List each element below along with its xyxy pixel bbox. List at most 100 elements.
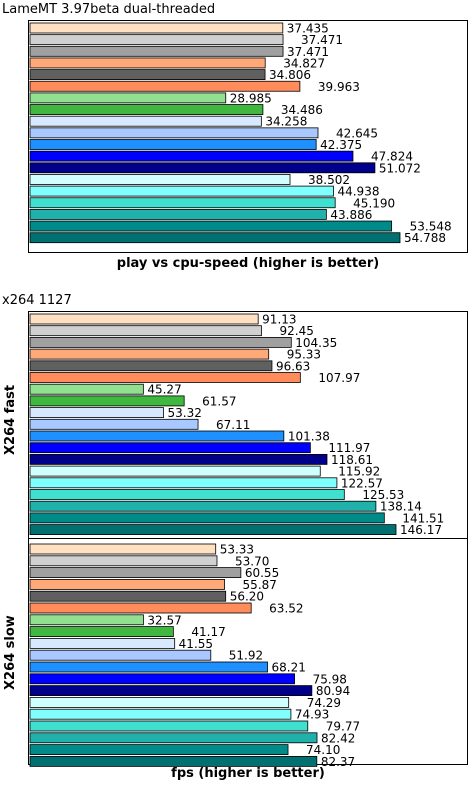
lame-value-label-6: 28.985	[230, 91, 272, 105]
lame-value-label-0: 37.435	[287, 22, 329, 36]
fast-bar-9	[29, 418, 199, 430]
fast-bar-15	[29, 489, 345, 500]
fast-value-label-15: 125.53	[362, 488, 404, 502]
lame-value-label-11: 47.824	[371, 150, 413, 164]
slow-value-label-12: 80.94	[316, 684, 350, 698]
fast-bar-17	[29, 512, 385, 524]
fast-bar-0	[29, 313, 259, 325]
fast-value-label-3: 95.33	[287, 348, 321, 362]
slow-value-label-7: 41.17	[191, 625, 225, 639]
slow-bar-3	[29, 579, 225, 590]
fast-value-label-0: 91.13	[262, 313, 296, 327]
fast-value-label-9: 67.11	[216, 418, 250, 432]
lame-bar-8	[29, 115, 262, 127]
slow-value-label-17: 74.10	[306, 743, 340, 757]
lame-value-label-14: 44.938	[337, 185, 379, 199]
lame-value-label-7: 34.486	[281, 103, 323, 117]
lame-bar-4	[29, 69, 266, 80]
lame-bar-6	[29, 92, 227, 104]
slow-bar-12	[29, 685, 313, 696]
fast-value-label-2: 104.35	[295, 336, 337, 350]
lame-bar-1	[29, 34, 284, 46]
slow-value-label-9: 51.92	[229, 649, 263, 663]
slow-bar-15	[29, 720, 309, 732]
slow-bar-17	[29, 744, 289, 755]
slow-bar-8	[29, 638, 176, 649]
lame-bar-10	[29, 139, 317, 150]
lame-bar-16	[29, 208, 327, 220]
fast-value-label-13: 115.92	[338, 465, 380, 479]
lame-chart-xlabel: play vs cpu-speed (higher is better)	[116, 256, 380, 271]
fast-bar-10	[29, 430, 285, 442]
slow-value-label-4: 56.20	[230, 590, 264, 604]
slow-bar-1	[29, 555, 218, 567]
lame-bar-17	[29, 220, 393, 232]
lame-value-label-17: 53.548	[410, 220, 452, 234]
slow-bar-18	[29, 756, 318, 767]
fast-value-label-1: 92.45	[279, 324, 313, 338]
lame-chart-title: LameMT 3.97beta dual-threaded	[2, 2, 216, 17]
slow-value-label-11: 75.98	[313, 672, 347, 686]
slow-value-label-16: 82.42	[321, 731, 355, 745]
fast-bar-8	[29, 407, 164, 419]
fast-value-label-12: 118.61	[331, 453, 373, 467]
slow-bar-2	[29, 567, 242, 578]
fast-bar-13	[29, 465, 321, 477]
fast-value-label-10: 101.38	[288, 430, 330, 444]
slow-value-label-15: 79.77	[326, 720, 360, 734]
fast-bar-5	[29, 372, 301, 383]
lame-bar-11	[29, 150, 354, 162]
slow-bar-13	[29, 697, 290, 708]
fast-value-label-4: 96.63	[276, 359, 310, 373]
fast-bar-2	[29, 336, 292, 348]
lame-value-label-10: 42.375	[320, 138, 362, 152]
slow-value-label-18: 82.37	[321, 755, 355, 769]
slow-bar-4	[29, 590, 227, 602]
slow-bar-10	[29, 661, 268, 673]
lame-value-label-1: 37.471	[301, 33, 343, 47]
slow-value-label-13: 74.29	[307, 696, 341, 710]
fast-value-label-16: 138.14	[380, 500, 422, 514]
fast-value-label-11: 111.97	[328, 441, 370, 455]
fast-value-label-18: 146.17	[400, 523, 442, 537]
fast-bar-7	[29, 395, 185, 407]
lame-bar-5	[29, 80, 301, 92]
slow-bar-9	[29, 649, 212, 661]
fast-bar-18	[29, 524, 397, 535]
lame-value-label-18: 54.788	[404, 231, 446, 245]
lame-value-label-16: 43.886	[330, 208, 372, 222]
fast-bar-12	[29, 453, 328, 465]
slow-bar-16	[29, 732, 318, 744]
fast-value-label-5: 107.97	[318, 371, 360, 385]
fast-value-label-8: 53.32	[168, 406, 202, 420]
fast-value-label-7: 61.57	[202, 394, 236, 408]
lame-bar-7	[29, 104, 264, 115]
fast-bar-1	[29, 325, 262, 337]
fast-bar-11	[29, 442, 311, 454]
slow-value-label-2: 60.55	[245, 566, 279, 580]
slow-value-label-1: 53.70	[235, 554, 269, 568]
lame-bar-13	[29, 174, 291, 185]
fast-bar-3	[29, 348, 270, 360]
fast-bar-6	[29, 383, 144, 395]
lame-bar-2	[29, 45, 284, 57]
slow-value-label-10: 68.21	[272, 661, 306, 675]
fast-bar-4	[29, 360, 273, 372]
lame-value-label-8: 34.258	[265, 115, 307, 129]
lame-bar-12	[29, 162, 376, 174]
lame-bar-18	[29, 232, 401, 244]
slow-value-label-0: 53.33	[220, 543, 254, 557]
lame-bar-9	[29, 127, 319, 139]
slow-bar-11	[29, 673, 295, 685]
lame-value-label-2: 37.471	[287, 45, 329, 59]
lame-value-label-4: 34.806	[269, 68, 311, 82]
slow-value-label-3: 55.87	[243, 578, 277, 592]
slow-value-label-14: 74.93	[295, 708, 329, 722]
slow-bar-7	[29, 626, 174, 637]
lame-bar-15	[29, 197, 336, 209]
slow-bar-6	[29, 614, 144, 626]
fast-bar-14	[29, 477, 338, 489]
lame-plot-frame	[28, 20, 468, 253]
lame-bar-0	[29, 22, 284, 34]
